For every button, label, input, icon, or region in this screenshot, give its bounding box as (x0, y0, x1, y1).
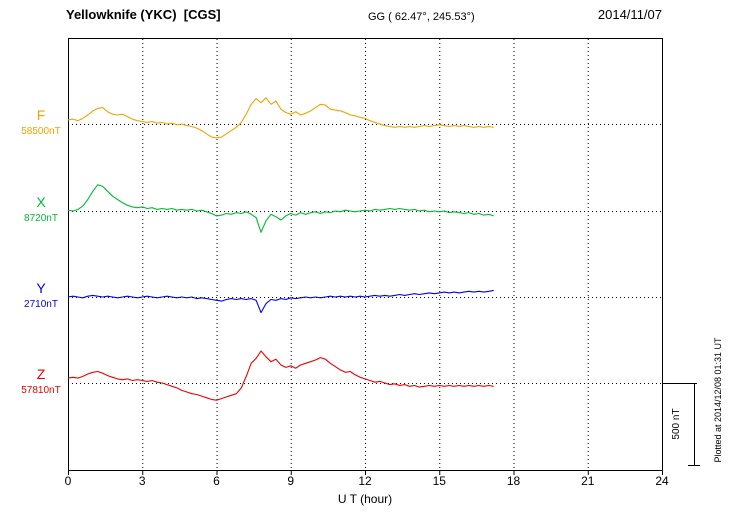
x-tick-label: 6 (213, 474, 220, 488)
channel-letter: X (36, 194, 46, 210)
channel-baseline-value: 2710nT (24, 299, 58, 310)
trace-X (67, 184, 494, 233)
channel-letter: Z (36, 366, 46, 382)
x-tick-label: 9 (287, 474, 295, 488)
channel-letter: F (36, 107, 46, 123)
x-tick-label: 12 (358, 474, 372, 488)
x-tick-label: 24 (655, 474, 669, 488)
page-title: Yellowknife (YKC) [CGS] (66, 7, 221, 22)
x-tick-label: 0 (64, 474, 72, 488)
x-axis-label: U T (hour) (337, 492, 393, 506)
scale-bar-label: 500 nT (671, 408, 682, 440)
x-tick-label: 3 (138, 474, 146, 488)
channel-letter: Y (36, 280, 46, 296)
x-tick-label: 21 (581, 474, 595, 488)
plotted-at-note: Plotted at 2014/12/08 01:31 UT (713, 337, 723, 463)
trace-Z (67, 350, 494, 401)
station-coordinates: GG ( 62.47°, 245.53°) (368, 11, 475, 23)
trace-F (67, 97, 494, 139)
x-tick-label: 15 (432, 474, 446, 488)
observation-date: 2014/11/07 (597, 7, 662, 22)
trace-Y (67, 289, 494, 314)
channel-baseline-value: 8720nT (24, 213, 58, 224)
channel-baseline-value: 58500nT (21, 126, 61, 137)
channel-baseline-value: 57810nT (21, 385, 61, 396)
x-tick-label: 18 (506, 474, 521, 488)
